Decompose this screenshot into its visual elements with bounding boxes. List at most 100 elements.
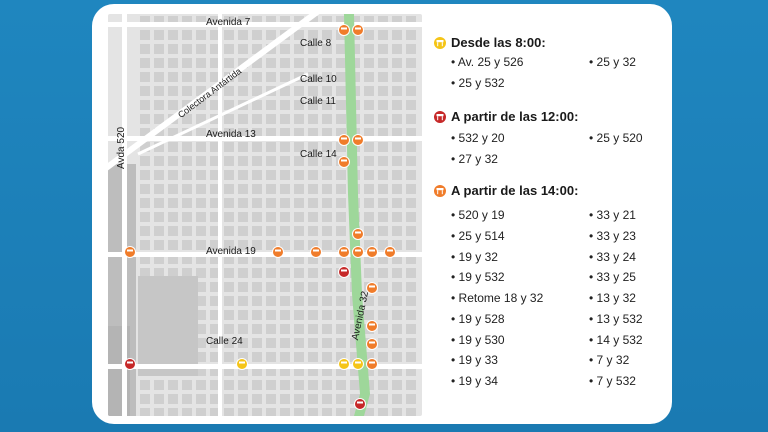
city-block (154, 72, 164, 82)
city-block (238, 408, 248, 416)
avenue-horizontal (108, 22, 422, 27)
city-block (280, 296, 290, 306)
avenue-horizontal (108, 252, 422, 257)
city-block (140, 58, 150, 68)
city-block (336, 282, 346, 292)
city-block (210, 408, 220, 416)
closure-12pm-icon-bar (357, 401, 363, 404)
city-block (182, 380, 192, 390)
city-block (294, 100, 304, 110)
city-block (280, 128, 290, 138)
city-block (140, 226, 150, 236)
city-block (406, 16, 416, 26)
city-block (280, 282, 290, 292)
city-block (308, 58, 318, 68)
city-block (140, 156, 150, 166)
city-block (378, 254, 388, 264)
city-block (140, 212, 150, 222)
city-block (322, 44, 332, 54)
city-block (336, 408, 346, 416)
city-block (196, 16, 206, 26)
city-block (224, 240, 234, 250)
city-block (378, 352, 388, 362)
city-block (280, 16, 290, 26)
city-block (364, 114, 374, 124)
city-block (322, 30, 332, 40)
street-map[interactable]: Avenida 7 Calle 8 Colectora Antártida Ca… (108, 14, 422, 416)
city-block (280, 72, 290, 82)
city-block (294, 352, 304, 362)
closure-14pm-icon-bar (341, 249, 347, 252)
city-block (294, 380, 304, 390)
city-block (336, 142, 346, 152)
city-block (350, 44, 360, 54)
city-block (392, 142, 402, 152)
city-block (224, 268, 234, 278)
city-block (154, 114, 164, 124)
closure-14pm-icon-bar (341, 27, 347, 30)
city-block (168, 212, 178, 222)
closure-14pm-icon-bar (355, 137, 361, 140)
closure-14pm-icon-bar (369, 361, 375, 364)
city-block (210, 296, 220, 306)
city-block (294, 240, 304, 250)
city-block (350, 16, 360, 26)
city-block (392, 226, 402, 236)
city-block (238, 30, 248, 40)
city-block (392, 16, 402, 26)
city-block (196, 268, 206, 278)
city-block (266, 310, 276, 320)
city-block (406, 170, 416, 180)
city-block (308, 394, 318, 404)
city-block (210, 324, 220, 334)
closure-14pm-icon-bar (127, 249, 133, 252)
city-block (392, 310, 402, 320)
city-block (364, 100, 374, 110)
city-block (336, 394, 346, 404)
city-block (294, 44, 304, 54)
closure-14pm-icon (366, 358, 378, 370)
city-block (238, 184, 248, 194)
city-block (336, 16, 346, 26)
closure-12pm-icon (338, 266, 350, 278)
city-block (210, 380, 220, 390)
city-block (196, 366, 206, 376)
city-block (378, 170, 388, 180)
city-block (280, 366, 290, 376)
city-block (322, 240, 332, 250)
city-block (364, 16, 374, 26)
city-block (364, 44, 374, 54)
city-block (392, 184, 402, 194)
city-block (336, 170, 346, 180)
city-block (238, 226, 248, 236)
city-block (308, 114, 318, 124)
city-block (224, 296, 234, 306)
city-block (294, 128, 304, 138)
city-block (168, 268, 178, 278)
city-block (294, 226, 304, 236)
diagonal-road (108, 14, 320, 171)
city-block (280, 352, 290, 362)
city-block (210, 310, 220, 320)
city-block (182, 212, 192, 222)
closure-12pm-icon-bar (341, 269, 347, 272)
city-block (294, 296, 304, 306)
closure-14pm-icon (366, 246, 378, 258)
city-block (280, 184, 290, 194)
city-block (280, 86, 290, 96)
city-block (252, 366, 262, 376)
city-block (266, 338, 276, 348)
city-block (182, 86, 192, 96)
label-calle-10: Calle 10 (300, 74, 337, 85)
city-block (406, 198, 416, 208)
city-block (322, 268, 332, 278)
city-block (308, 352, 318, 362)
city-block (308, 142, 318, 152)
avenue-horizontal (108, 364, 422, 369)
city-block (210, 100, 220, 110)
city-block (252, 44, 262, 54)
city-block (322, 338, 332, 348)
label-avenida-13: Avenida 13 (206, 129, 256, 140)
label-calle-8: Calle 8 (300, 38, 332, 49)
city-block (196, 226, 206, 236)
